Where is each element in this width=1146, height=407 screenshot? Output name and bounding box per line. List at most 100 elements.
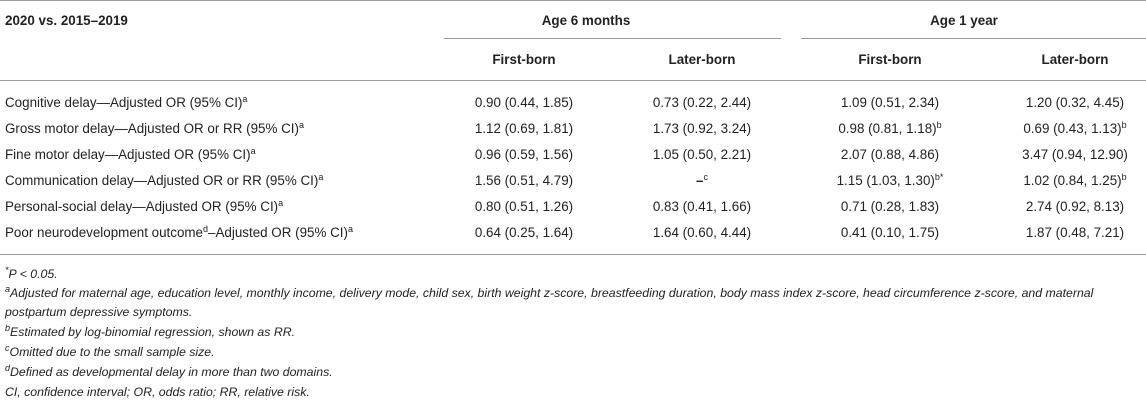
footnote-text: P < 0.05. [8, 267, 58, 281]
footnote-significance: *P < 0.05. [5, 264, 1141, 284]
comparison-header: 2020 vs. 2015–2019 [5, 13, 128, 28]
header-rule [0, 80, 1146, 81]
cell-sup: c [703, 172, 708, 182]
table-cell: 1.64 (0.60, 4.44) [653, 225, 751, 241]
subheader-first-born-1y: First-born [858, 52, 922, 67]
cell-value: 0.41 (0.10, 1.75) [840, 225, 940, 240]
footnote-mark: c [5, 343, 10, 353]
table-cell: 1.12 (0.69, 1.81) [475, 121, 573, 137]
footnote-b: bEstimated by log-binomial regression, s… [5, 322, 1141, 342]
cell-value: 0.71 (0.28, 1.83) [840, 199, 940, 214]
cell-value: 0.90 (0.44, 1.85) [474, 95, 574, 110]
top-rule [0, 0, 1146, 1]
row-label: Fine motor delay—Adjusted OR (95% CI)a [5, 147, 256, 163]
table-cell: 0.73 (0.22, 2.44) [653, 95, 751, 111]
row-label-sup: a [250, 146, 256, 156]
table-cell: 0.96 (0.59, 1.56) [475, 147, 573, 163]
row-label-sup: a [278, 198, 284, 208]
table-cell: 1.56 (0.51, 4.79) [475, 173, 573, 189]
row-label-sup: a [298, 120, 304, 130]
table-cell: 0.69 (0.43, 1.13)b [1023, 121, 1126, 137]
cell-sup: b* [934, 172, 944, 182]
cell-value: 0.80 (0.51, 1.26) [474, 199, 574, 214]
cell-sup: b [1121, 120, 1127, 130]
footnote-mark: b [5, 323, 11, 333]
footnote-a: aAdjusted for maternal age, education le… [5, 284, 1141, 322]
group-header-6-months: Age 6 months [541, 13, 631, 28]
table-cell: 1.02 (0.84, 1.25)b [1023, 173, 1126, 189]
subheader-later-born-6m: Later-born [668, 52, 736, 67]
table-cell: –c [696, 173, 708, 189]
cell-value: 0.83 (0.41, 1.66) [652, 199, 752, 214]
cell-value: 1.73 (0.92, 3.24) [652, 121, 752, 136]
row-label-text: Personal-social delay—Adjusted OR (95% C… [5, 199, 279, 214]
cell-value: 1.12 (0.69, 1.81) [474, 121, 574, 136]
cell-value: 1.05 (0.50, 2.21) [652, 147, 752, 162]
group-rule-6-months [444, 38, 781, 39]
row-label-sup: a [347, 224, 353, 234]
table-cell: 0.83 (0.41, 1.66) [653, 199, 751, 215]
cell-value: 2.07 (0.88, 4.86) [840, 147, 940, 162]
row-label: Communication delay—Adjusted OR or RR (9… [5, 173, 323, 189]
cell-value: 1.09 (0.51, 2.34) [840, 95, 940, 110]
table-cell: 0.80 (0.51, 1.26) [475, 199, 573, 215]
table-cell: 2.74 (0.92, 8.13) [1026, 199, 1124, 215]
row-label-sup: d [203, 224, 209, 234]
row-label-text: Fine motor delay—Adjusted OR (95% CI) [5, 147, 251, 162]
table-cell: 3.47 (0.94, 12.90) [1022, 147, 1128, 163]
subheader-later-born-1y: Later-born [1041, 52, 1109, 67]
row-label: Personal-social delay—Adjusted OR (95% C… [5, 199, 283, 215]
row-label-text: Communication delay—Adjusted OR or RR (9… [5, 173, 319, 188]
table-cell: 0.71 (0.28, 1.83) [841, 199, 939, 215]
cell-value: 3.47 (0.94, 12.90) [1022, 147, 1128, 162]
cell-value: 0.69 (0.43, 1.13) [1023, 121, 1122, 136]
table-footnotes: *P < 0.05. aAdjusted for maternal age, e… [5, 264, 1141, 402]
cell-value: 0.73 (0.22, 2.44) [652, 95, 752, 110]
table-cell: 2.07 (0.88, 4.86) [841, 147, 939, 163]
cell-value: 1.02 (0.84, 1.25) [1023, 173, 1122, 188]
footnote-mark: * [5, 265, 9, 275]
subheader-first-born-6m: First-born [492, 52, 556, 67]
row-label-text: Gross motor delay—Adjusted OR or RR (95%… [5, 121, 299, 136]
table-cell: 1.87 (0.48, 7.21) [1026, 225, 1124, 241]
footnote-mark: d [5, 363, 11, 373]
row-label: Cognitive delay—Adjusted OR (95% CI)a [5, 95, 247, 111]
table-cell: 1.05 (0.50, 2.21) [653, 147, 751, 163]
footnote-abbreviations: CI, confidence interval; OR, odds ratio;… [5, 382, 1141, 402]
cell-value: 0.64 (0.25, 1.64) [474, 225, 574, 240]
row-label-sup: a [242, 94, 248, 104]
footnote-text: Omitted due to the small sample size. [9, 345, 215, 359]
row-label-text: –Adjusted OR (95% CI) [208, 225, 348, 240]
table-cell: 1.20 (0.32, 4.45) [1026, 95, 1124, 111]
row-label-text: Poor neurodevelopment outcome [5, 225, 204, 240]
cell-value: 1.15 (1.03, 1.30) [836, 173, 935, 188]
footnote-text: Adjusted for maternal age, education lev… [5, 286, 1094, 319]
cell-value: 2.74 (0.92, 8.13) [1025, 199, 1125, 214]
table-cell: 0.41 (0.10, 1.75) [841, 225, 939, 241]
table-cell: 1.73 (0.92, 3.24) [653, 121, 751, 137]
table-cell: 1.15 (1.03, 1.30)b* [837, 173, 944, 189]
footnote-mark: a [5, 284, 11, 294]
footnote-text: Estimated by log-binomial regression, sh… [10, 325, 296, 339]
table-cell: 0.64 (0.25, 1.64) [475, 225, 573, 241]
table-cell: 1.09 (0.51, 2.34) [841, 95, 939, 111]
footnote-text: Defined as developmental delay in more t… [10, 365, 333, 379]
footnote-text: CI, confidence interval; OR, odds ratio;… [5, 385, 310, 399]
cell-value: 0.96 (0.59, 1.56) [474, 147, 574, 162]
row-label: Gross motor delay—Adjusted OR or RR (95%… [5, 121, 304, 137]
row-label: Poor neurodevelopment outcomed–Adjusted … [5, 225, 353, 241]
row-label-text: Cognitive delay—Adjusted OR (95% CI) [5, 95, 243, 110]
table-cell: 0.90 (0.44, 1.85) [475, 95, 573, 111]
table-cell: 0.98 (0.81, 1.18)b [838, 121, 941, 137]
cell-value: – [696, 173, 704, 188]
cell-sup: b [936, 120, 942, 130]
cell-value: 1.20 (0.32, 4.45) [1025, 95, 1125, 110]
group-rule-1-year [801, 38, 1146, 39]
row-label-sup: a [318, 172, 324, 182]
cell-sup: b [1121, 172, 1127, 182]
footnote-c: cOmitted due to the small sample size. [5, 342, 1141, 362]
footnote-d: dDefined as developmental delay in more … [5, 362, 1141, 382]
bottom-rule [0, 254, 1146, 255]
cell-value: 1.56 (0.51, 4.79) [474, 173, 574, 188]
